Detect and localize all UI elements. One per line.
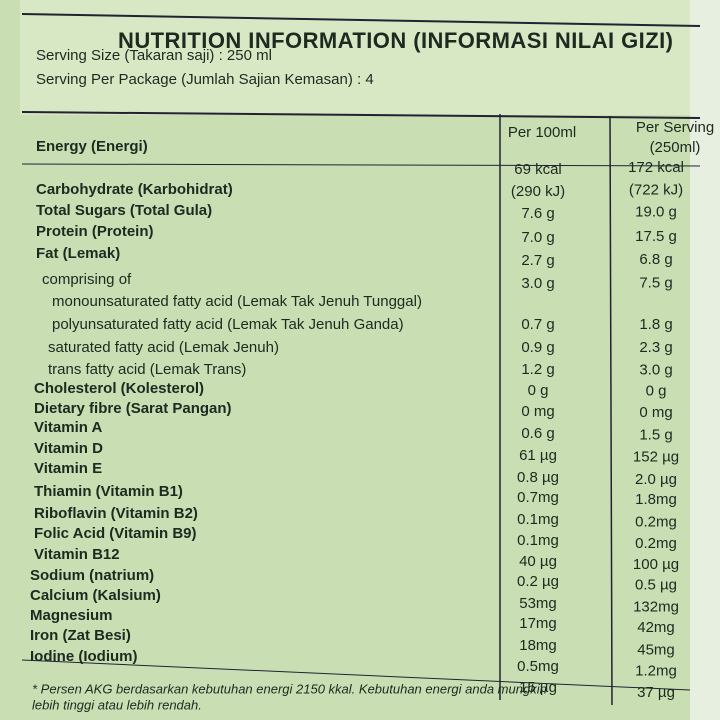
value-per-100ml: 7.6 g <box>521 205 554 222</box>
value-per-100ml: 18mg <box>519 637 557 654</box>
value-per-100ml: (290 kJ) <box>511 183 565 200</box>
value-per-serving: 0 mg <box>639 404 672 421</box>
rule <box>21 163 701 167</box>
value-per-100ml: 7.0 g <box>521 229 554 246</box>
value-per-serving: 3.0 g <box>639 361 672 378</box>
column-rule <box>609 115 613 706</box>
nutrient-name: Iron (Zat Besi) <box>30 627 131 644</box>
value-per-100ml: 53mg <box>519 595 557 612</box>
value-per-serving: 0.2mg <box>635 535 677 552</box>
value-per-serving: 0 g <box>646 383 667 400</box>
nutrient-name: comprising of <box>42 271 132 288</box>
nutrient-name: monounsaturated fatty acid (Lemak Tak Je… <box>52 293 422 310</box>
value-per-serving: 2.3 g <box>639 339 672 356</box>
column-header: Per Serving <box>636 119 714 136</box>
nutrient-name: Cholesterol (Kolesterol) <box>34 380 204 397</box>
nutrient-name: Vitamin D <box>34 440 103 457</box>
nutrient-name: Folic Acid (Vitamin B9) <box>34 525 197 542</box>
value-per-serving: 1.5 g <box>639 426 672 443</box>
nutrient-name: Total Sugars (Total Gula) <box>36 202 212 219</box>
value-per-100ml: 0.2 µg <box>517 573 559 590</box>
value-per-serving: 0.2mg <box>635 513 677 530</box>
value-per-100ml: 0.7 g <box>521 316 554 333</box>
value-per-serving: 100 µg <box>633 556 679 573</box>
value-per-serving: 1.2mg <box>635 663 677 680</box>
value-per-100ml: 0.9 g <box>521 339 554 356</box>
value-per-serving: 6.8 g <box>639 251 672 268</box>
nutrient-name: Protein (Protein) <box>36 223 154 240</box>
value-per-serving: 42mg <box>637 619 675 636</box>
value-per-100ml: 0 g <box>528 382 549 399</box>
rule <box>21 13 701 27</box>
serving-per-package: Serving Per Package (Jumlah Sajian Kemas… <box>36 71 374 88</box>
value-per-100ml: 15 µg <box>519 679 557 696</box>
nutrient-name: saturated fatty acid (Lemak Jenuh) <box>48 339 279 356</box>
nutrient-name: Vitamin B12 <box>34 546 120 563</box>
value-per-100ml: 40 µg <box>519 553 557 570</box>
nutrient-name: Sodium (natrium) <box>30 567 154 584</box>
edge <box>690 0 720 720</box>
rule <box>21 659 691 691</box>
nutrient-name: Energy (Energi) <box>36 138 148 155</box>
footnote: lebih tinggi atau lebih rendah. <box>32 697 202 712</box>
serving-size: Serving Size (Takaran saji) : 250 ml <box>36 47 272 64</box>
nutrient-name: Vitamin E <box>34 460 102 477</box>
value-per-serving: 0.5 µg <box>635 576 677 593</box>
title: NUTRITION INFORMATION (INFORMASI NILAI G… <box>118 28 673 53</box>
column-header: Per 100ml <box>508 124 576 141</box>
value-per-serving: 7.5 g <box>639 274 672 291</box>
value-per-serving: 132mg <box>633 599 679 616</box>
value-per-serving: (722 kJ) <box>629 181 683 198</box>
value-per-100ml: 61 µg <box>519 447 557 464</box>
value-per-100ml: 2.7 g <box>521 252 554 269</box>
column-header: (250ml) <box>650 139 701 156</box>
nutrient-name: Thiamin (Vitamin B1) <box>34 483 183 500</box>
nutrient-name: Calcium (Kalsium) <box>30 587 161 604</box>
value-per-100ml: 0.8 µg <box>517 469 559 486</box>
value-per-serving: 19.0 g <box>635 204 677 221</box>
value-per-serving: 172 kcal <box>628 159 684 176</box>
value-per-serving: 17.5 g <box>635 228 677 245</box>
value-per-100ml: 0 mg <box>521 403 554 420</box>
value-per-100ml: 0.7mg <box>517 489 559 506</box>
nutrient-name: Magnesium <box>30 607 113 624</box>
value-per-100ml: 0.6 g <box>521 425 554 442</box>
value-per-100ml: 0.5mg <box>517 658 559 675</box>
footnote: * Persen AKG berdasarkan kebutuhan energ… <box>32 681 547 696</box>
nutrient-name: Dietary fibre (Sarat Pangan) <box>34 400 232 417</box>
nutrient-name: Iodine (Iodium) <box>30 648 137 665</box>
value-per-100ml: 1.2 g <box>521 361 554 378</box>
value-per-100ml: 0.1mg <box>517 532 559 549</box>
value-per-100ml: 69 kcal <box>514 161 562 178</box>
nutrient-name: polyunsaturated fatty acid (Lemak Tak Je… <box>52 316 404 333</box>
value-per-100ml: 3.0 g <box>521 275 554 292</box>
nutrient-name: Carbohydrate (Karbohidrat) <box>36 181 233 198</box>
nutrient-name: trans fatty acid (Lemak Trans) <box>48 361 246 378</box>
nutrient-name: Vitamin A <box>34 419 103 436</box>
value-per-serving: 1.8 g <box>639 316 672 333</box>
nutrient-name: Riboflavin (Vitamin B2) <box>34 505 198 522</box>
value-per-serving: 45mg <box>637 641 675 658</box>
value-per-serving: 152 µg <box>633 449 679 466</box>
value-per-100ml: 17mg <box>519 615 557 632</box>
value-per-100ml: 0.1mg <box>517 511 559 528</box>
rule <box>21 111 701 119</box>
value-per-serving: 2.0 µg <box>635 471 677 488</box>
nutrient-name: Fat (Lemak) <box>36 245 120 262</box>
value-per-serving: 37 µg <box>637 684 675 701</box>
value-per-serving: 1.8mg <box>635 491 677 508</box>
